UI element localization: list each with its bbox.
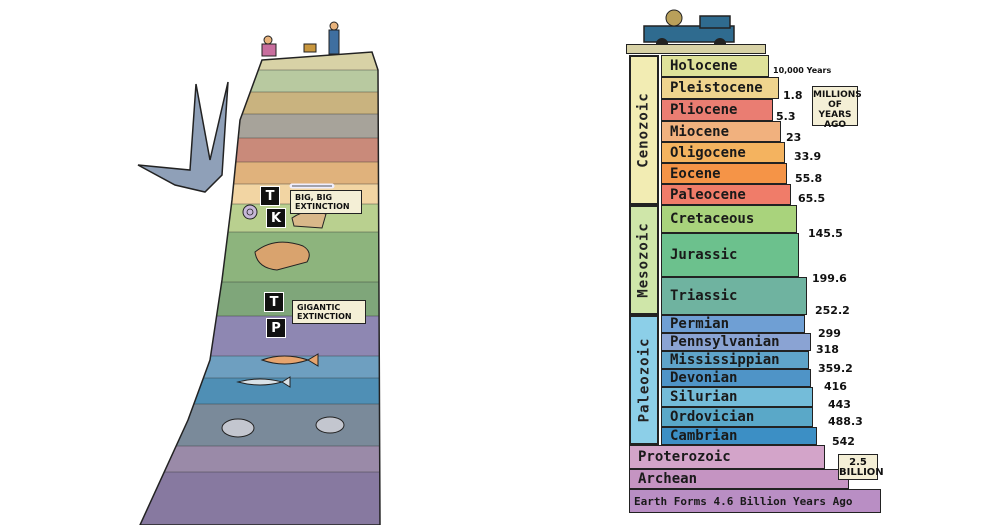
- millions-of-years-ago-callout: Millions of Years Ago: [812, 86, 862, 130]
- age-1-8: 1.8: [783, 89, 803, 102]
- tag-t-lower: T: [264, 292, 284, 312]
- age-359-2: 359.2: [818, 362, 853, 375]
- age-443: 443: [828, 398, 851, 411]
- period-paleocene: Paleocene: [661, 184, 791, 205]
- age-65-5: 65.5: [798, 192, 826, 205]
- period-silurian: Silurian: [661, 387, 813, 407]
- pt-extinction-note: Gigantic Extinction: [292, 300, 366, 324]
- period-pennsylvanian: Pennsylvanian: [661, 333, 811, 351]
- tag-k: K: [266, 208, 286, 228]
- paleontologist-icon: [261, 21, 340, 57]
- trilobite-icon: [221, 416, 345, 438]
- cliff-strata: [137, 21, 381, 526]
- age-416: 416: [824, 380, 847, 393]
- period-oligocene: Oligocene: [661, 142, 785, 163]
- pterosaur-icon: [137, 81, 229, 193]
- period-eocene: Eocene: [661, 163, 787, 184]
- age-488-3: 488.3: [828, 415, 863, 428]
- period-miocene: Miocene: [661, 121, 781, 142]
- period-devonian: Devonian: [661, 369, 811, 387]
- age-5-3: 5.3: [776, 110, 796, 123]
- period-triassic: Triassic: [661, 277, 807, 315]
- fossil-cliff: T K T P Big, Big Extinction Gigantic Ext…: [0, 0, 470, 526]
- age-33-9: 33.9: [794, 150, 822, 163]
- age-23: 23: [786, 131, 802, 144]
- age-299: 299: [818, 327, 841, 340]
- period-pleistocene: Pleistocene: [661, 77, 779, 99]
- period-pliocene: Pliocene: [661, 99, 773, 121]
- age-holocene: 10,000 Years: [773, 66, 832, 75]
- period-cambrian: Cambrian: [661, 427, 817, 445]
- era-cenozoic: Cenozoic: [629, 55, 659, 205]
- strata-cap: [626, 44, 766, 54]
- earth-forms-band: Earth Forms 4.6 Billion Years Ago: [629, 489, 881, 513]
- eon-archean: Archean: [629, 469, 849, 489]
- ammonite-icon: [242, 204, 258, 220]
- era-paleozoic: Paleozoic: [629, 315, 659, 445]
- period-permian: Permian: [661, 315, 805, 333]
- fish-fossil-icon: [236, 353, 319, 388]
- tag-p: P: [266, 318, 286, 338]
- period-jurassic: Jurassic: [661, 233, 799, 277]
- period-cretaceous: Cretaceous: [661, 205, 797, 233]
- kt-extinction-note: Big, Big Extinction: [290, 190, 362, 214]
- period-holocene: Holocene: [661, 55, 769, 77]
- billion-callout: 2.5 Billion: [838, 454, 884, 480]
- age-542: 542: [832, 435, 855, 448]
- eon-proterozoic: Proterozoic: [629, 445, 825, 469]
- age-318: 318: [816, 343, 839, 356]
- pickup-truck-icon: [640, 8, 760, 52]
- age-199-6: 199.6: [812, 272, 847, 285]
- tag-t-upper: T: [260, 186, 280, 206]
- age-55-8: 55.8: [795, 172, 823, 185]
- dinosaur-skull-icon: [254, 241, 310, 271]
- era-mesozoic: Mesozoic: [629, 205, 659, 315]
- age-145-5: 145.5: [808, 227, 843, 240]
- period-ordovician: Ordovician: [661, 407, 813, 427]
- age-252-2: 252.2: [815, 304, 850, 317]
- period-mississippian: Mississippian: [661, 351, 809, 369]
